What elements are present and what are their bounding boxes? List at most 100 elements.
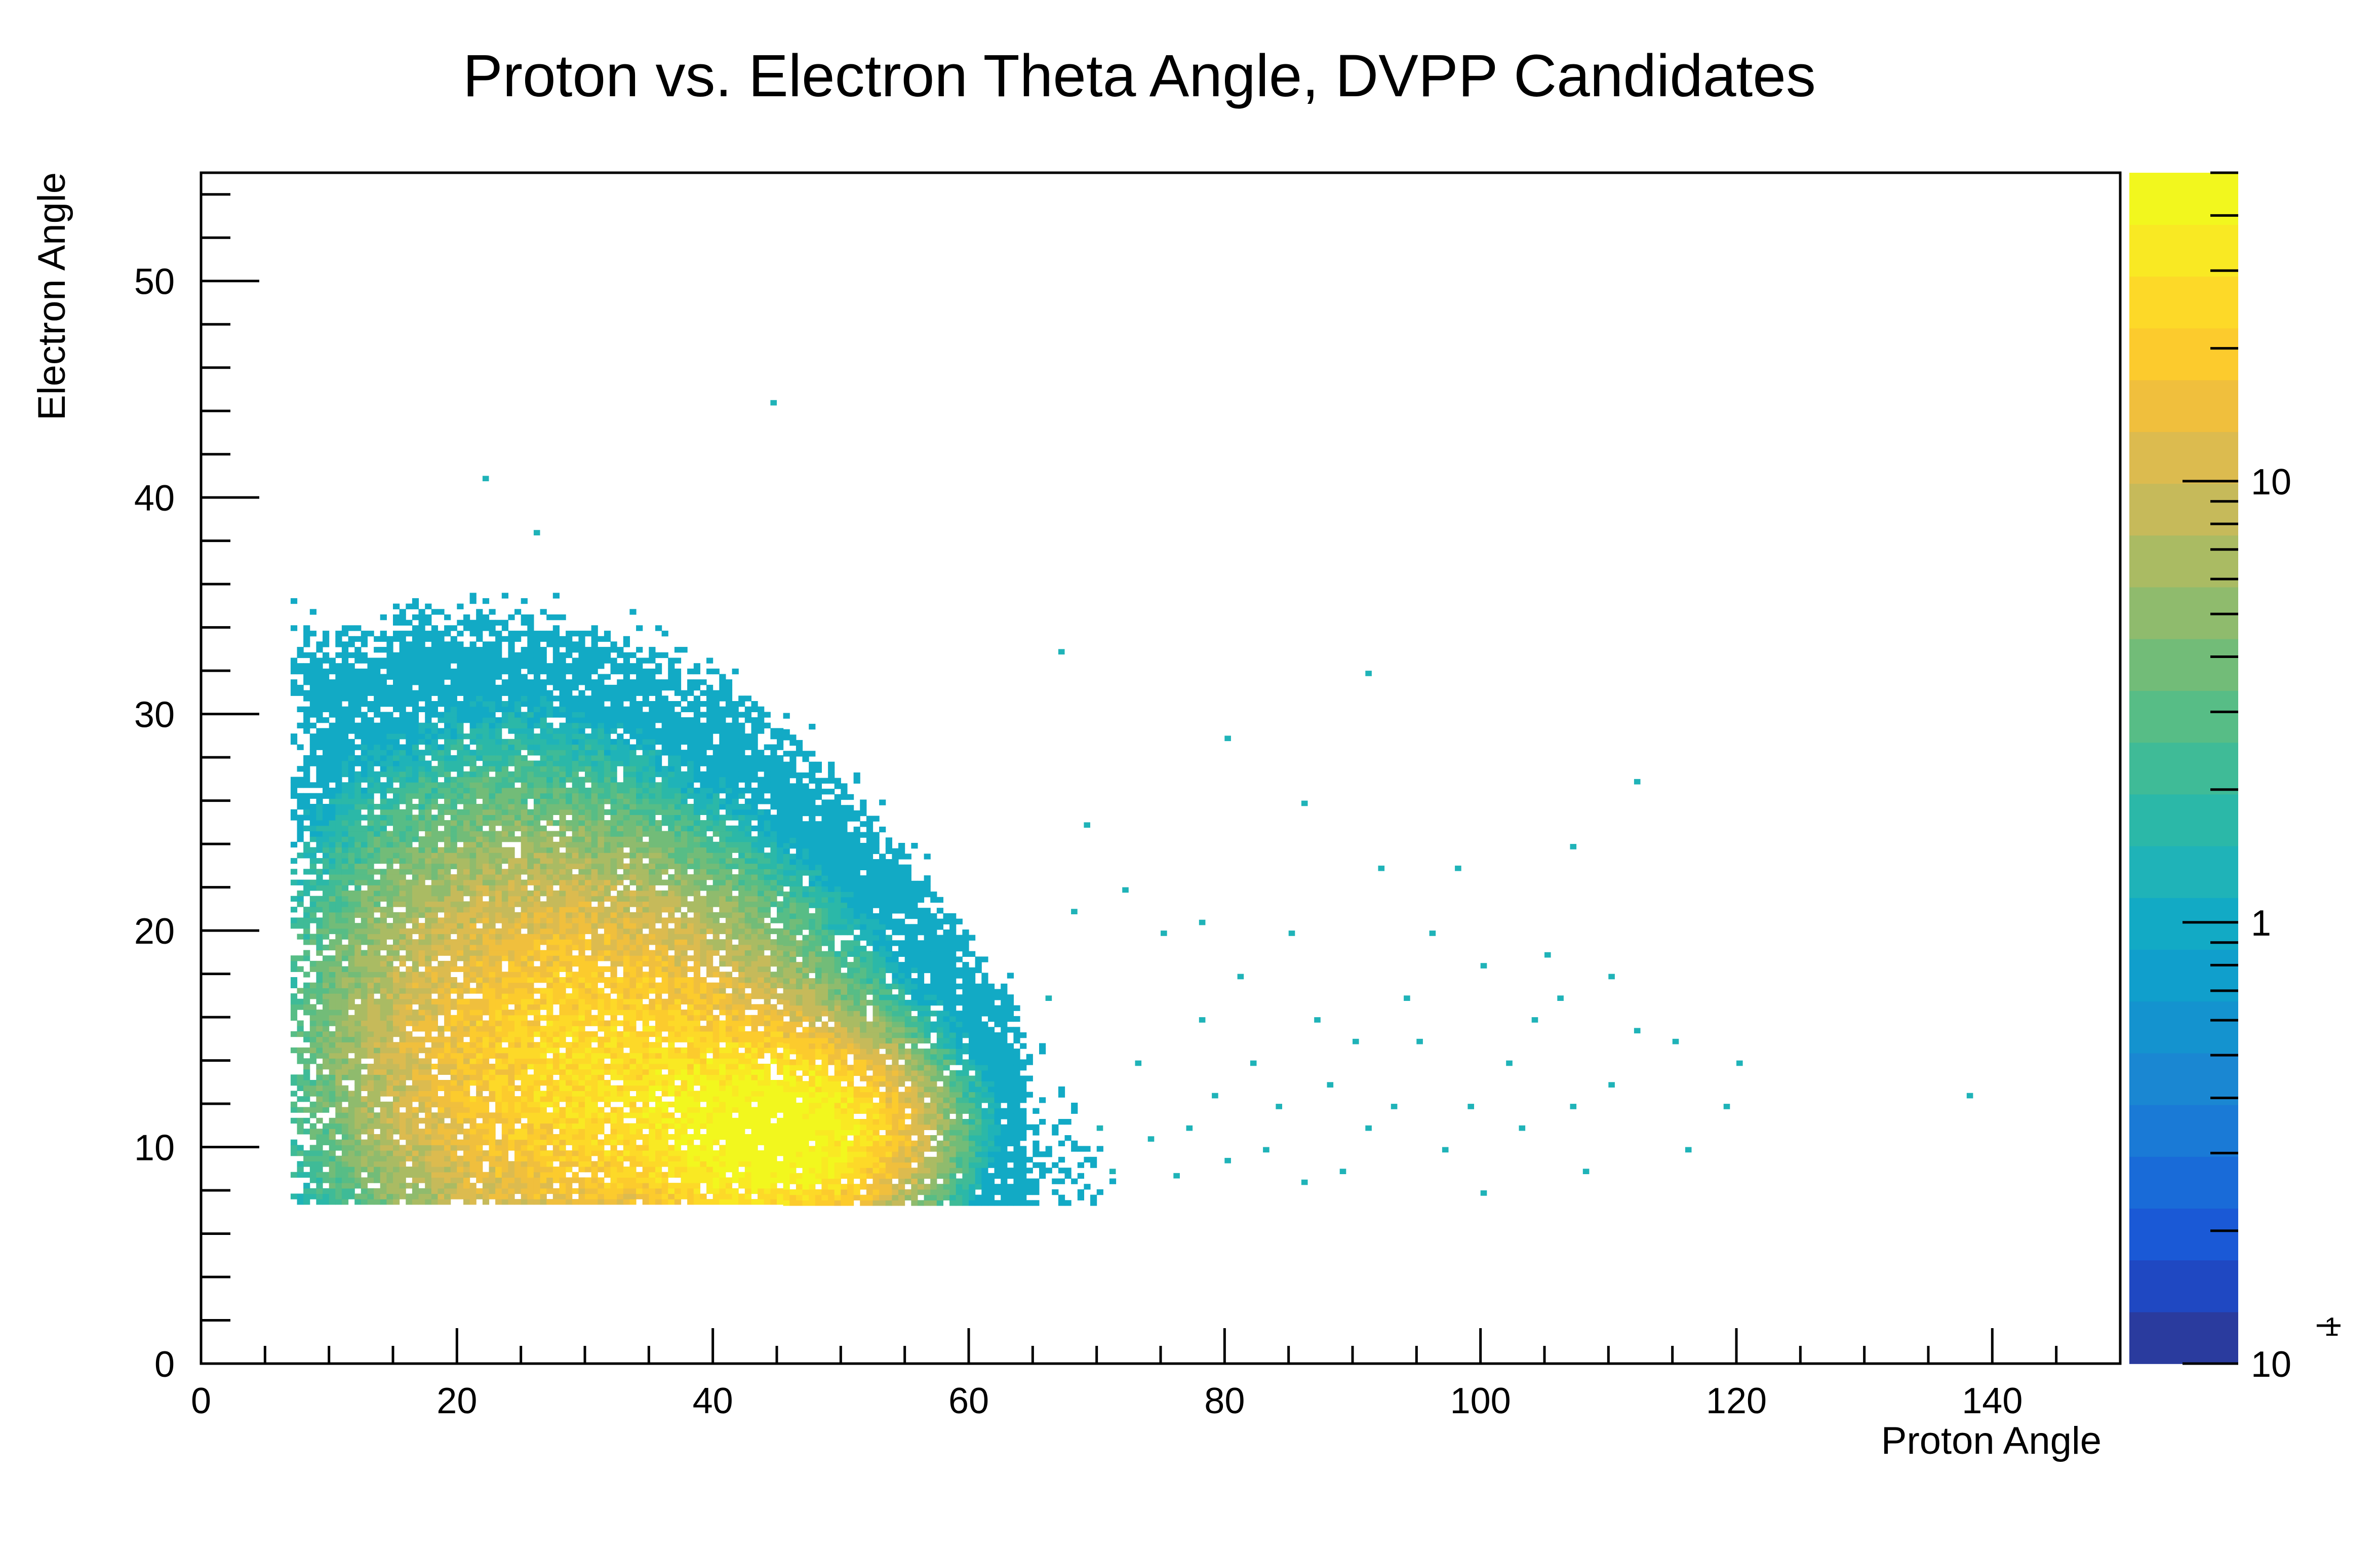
heatmap-cell xyxy=(469,928,477,935)
heatmap-cell xyxy=(450,641,457,647)
heatmap-cell xyxy=(514,1129,522,1135)
heatmap-cell xyxy=(303,1172,310,1178)
heatmap-cell xyxy=(297,1167,304,1173)
heatmap-cell xyxy=(418,982,425,988)
heatmap-cell xyxy=(527,820,534,826)
heatmap-cell xyxy=(297,998,304,1004)
heatmap-cell xyxy=(316,1074,323,1080)
heatmap-cell xyxy=(527,788,534,794)
heatmap-cell xyxy=(495,1145,502,1151)
heatmap-cell xyxy=(578,1145,585,1151)
heatmap-cell xyxy=(572,728,579,734)
heatmap-cell xyxy=(323,869,330,875)
heatmap-cell xyxy=(341,1058,349,1064)
heatmap-cell xyxy=(341,912,349,918)
heatmap-cell xyxy=(316,1177,323,1183)
heatmap-cell xyxy=(533,1020,541,1026)
heatmap-cell xyxy=(335,809,342,815)
heatmap-cell xyxy=(559,1058,566,1064)
heatmap-cell xyxy=(552,960,560,967)
heatmap-cell xyxy=(341,820,349,826)
heatmap-cell xyxy=(623,1004,630,1010)
heatmap-cell xyxy=(309,988,316,994)
heatmap-cell xyxy=(341,690,349,696)
heatmap-cell xyxy=(482,988,490,994)
heatmap-cell xyxy=(418,972,425,978)
heatmap-cell xyxy=(585,755,592,761)
heatmap-cell xyxy=(457,1096,464,1102)
heatmap-cell xyxy=(329,1134,336,1140)
heatmap-cell xyxy=(489,733,496,740)
heatmap-cell xyxy=(495,841,502,848)
heatmap-cell xyxy=(374,1172,381,1178)
heatmap-cell xyxy=(425,674,432,680)
heatmap-cell xyxy=(546,1042,553,1048)
heatmap-cell xyxy=(610,896,617,902)
heatmap-cell xyxy=(533,1123,541,1129)
heatmap-cell xyxy=(598,825,605,832)
heatmap-cell xyxy=(533,766,541,772)
heatmap-cell xyxy=(290,841,298,848)
heatmap-cell xyxy=(406,1064,413,1070)
heatmap-cell xyxy=(354,907,362,913)
heatmap-cell xyxy=(591,1172,598,1178)
heatmap-cell xyxy=(623,1177,630,1183)
heatmap-cell xyxy=(354,1053,362,1059)
heatmap-cell xyxy=(386,766,393,772)
heatmap-cell xyxy=(399,744,406,750)
heatmap-cell xyxy=(329,1139,336,1145)
heatmap-cell xyxy=(521,939,528,945)
heatmap-cell xyxy=(444,777,451,783)
heatmap-cell xyxy=(501,896,508,902)
heatmap-cell xyxy=(521,972,528,978)
heatmap-cell xyxy=(540,841,547,848)
heatmap-cell xyxy=(393,1172,400,1178)
heatmap-cell xyxy=(341,739,349,745)
heatmap-cell xyxy=(335,706,342,712)
heatmap-cell xyxy=(386,652,393,658)
heatmap-cell xyxy=(482,1010,490,1016)
heatmap-cell xyxy=(578,701,585,707)
heatmap-cell xyxy=(585,1015,592,1021)
heatmap-cell xyxy=(431,901,438,907)
heatmap-cell xyxy=(476,977,483,983)
heatmap-cell xyxy=(617,1150,624,1156)
heatmap-cell xyxy=(482,1020,490,1026)
heatmap-cell xyxy=(476,1101,483,1108)
heatmap-cell xyxy=(450,760,457,766)
heatmap-cell xyxy=(572,657,579,664)
heatmap-cell xyxy=(386,750,393,756)
heatmap-cell xyxy=(521,744,528,750)
heatmap-cell xyxy=(309,1155,316,1161)
heatmap-cell xyxy=(514,1020,522,1026)
heatmap-cell xyxy=(476,944,483,951)
heatmap-cell xyxy=(316,1107,323,1113)
heatmap-cell xyxy=(425,712,432,718)
heatmap-cell xyxy=(495,998,502,1004)
heatmap-cell xyxy=(374,820,381,826)
heatmap-cell xyxy=(521,1036,528,1042)
heatmap-cell xyxy=(335,1167,342,1173)
heatmap-cell xyxy=(418,896,425,902)
heatmap-cell xyxy=(578,1085,585,1091)
heatmap-cell xyxy=(335,739,342,745)
heatmap-cell xyxy=(303,917,310,923)
heatmap-cell xyxy=(540,760,547,766)
heatmap-cell xyxy=(546,988,553,994)
heatmap-cell xyxy=(418,912,425,918)
heatmap-cell xyxy=(546,944,553,951)
heatmap-cell xyxy=(309,934,316,940)
heatmap-cell xyxy=(316,684,323,691)
heatmap-cell xyxy=(329,1188,336,1194)
heatmap-cell xyxy=(418,652,425,658)
heatmap-cell xyxy=(604,912,611,918)
heatmap-cell xyxy=(425,1117,432,1124)
heatmap-cell xyxy=(508,1069,515,1075)
heatmap-cell xyxy=(386,1053,393,1059)
heatmap-cell xyxy=(393,901,400,907)
heatmap-cell xyxy=(610,1096,617,1102)
heatmap-cell xyxy=(335,782,342,788)
heatmap-cell xyxy=(566,1139,573,1145)
heatmap-cell xyxy=(521,1074,528,1080)
heatmap-cell xyxy=(438,695,445,702)
